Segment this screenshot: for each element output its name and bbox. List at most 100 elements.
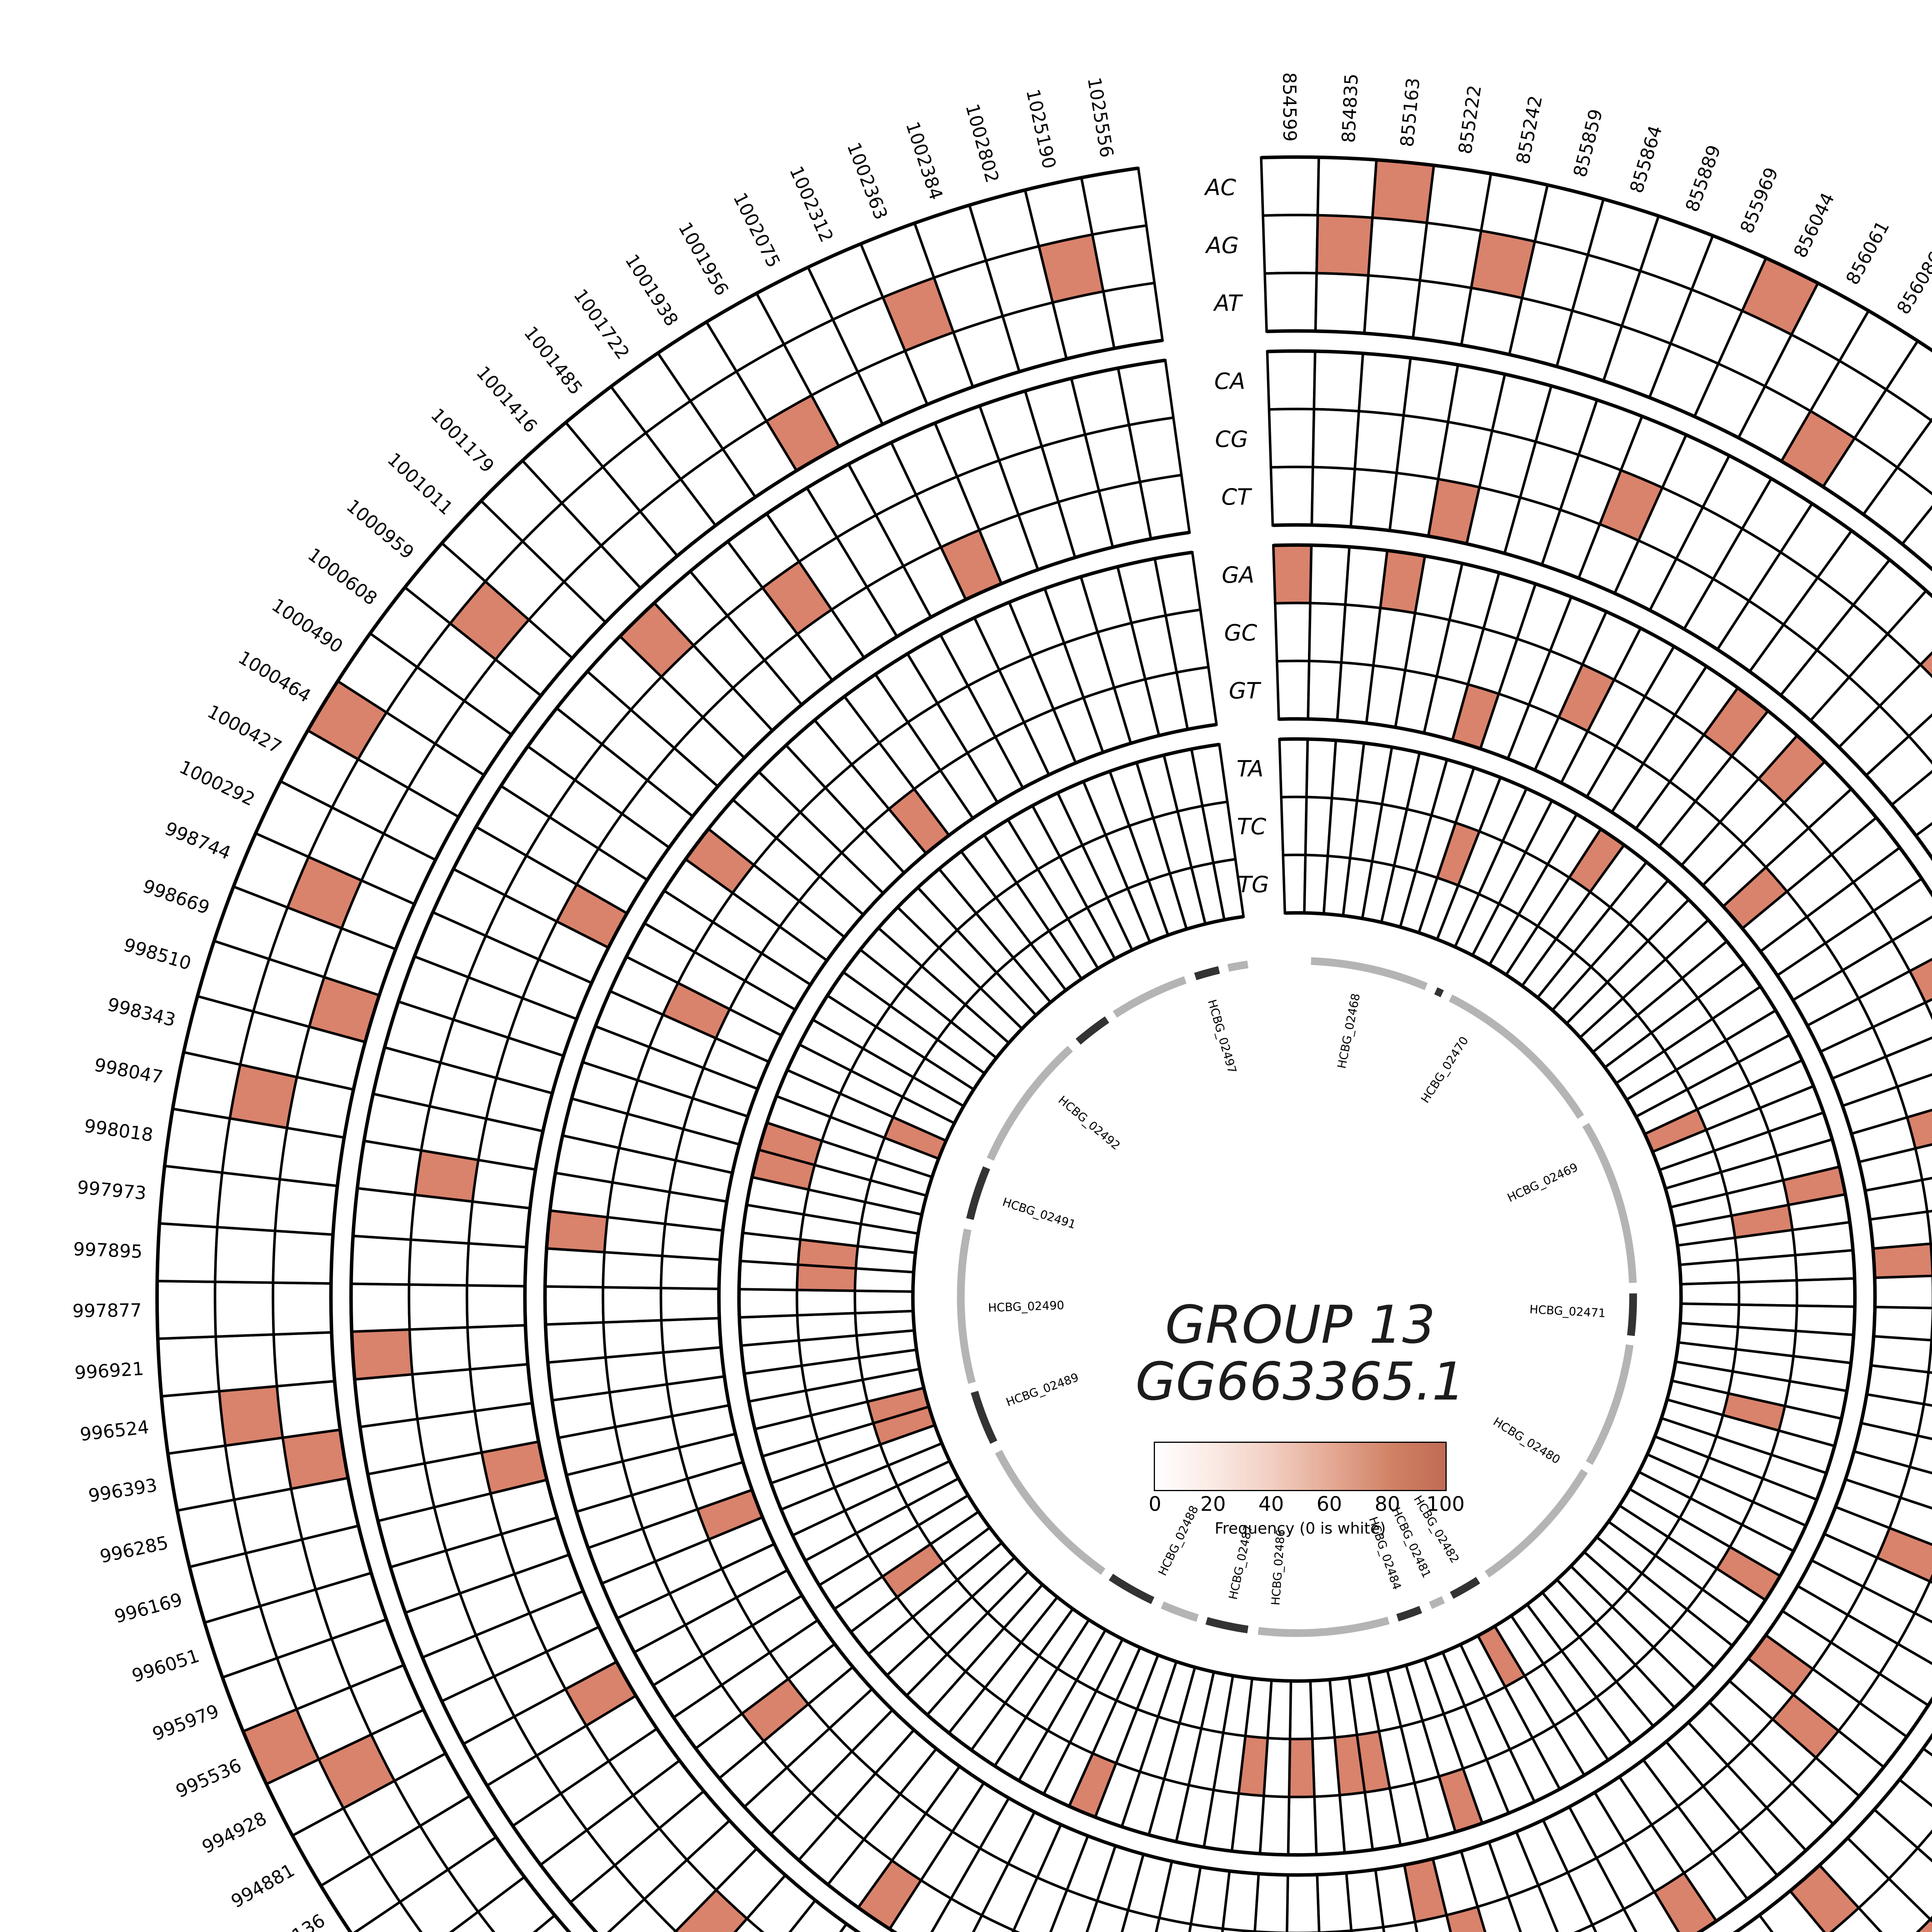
gene-arc [995, 1450, 1105, 1575]
gene-arc [1434, 987, 1444, 997]
heatmap-cell [604, 1351, 668, 1394]
legend-tick: 20 [1200, 1493, 1226, 1516]
gene-arc [1485, 1469, 1588, 1578]
position-label: 1025190 [1022, 87, 1060, 171]
heatmap-cell [214, 1226, 277, 1284]
heatmap-cell [602, 1286, 663, 1324]
heatmap-cell [274, 1178, 339, 1236]
heatmap-cell [272, 1331, 336, 1388]
ring-label: AG [1205, 232, 1239, 259]
position-label: 855242 [1512, 94, 1547, 166]
heatmap-cell [796, 1289, 857, 1317]
gene-arc [1450, 1577, 1480, 1599]
gene-label: HCBG_02486 [1269, 1529, 1288, 1606]
gene-arc [1627, 1293, 1637, 1336]
heatmap-cell [353, 1373, 419, 1429]
position-label: 1002075 [729, 189, 784, 271]
ring-group-border [717, 717, 1877, 1877]
position-label: 998343 [105, 994, 177, 1031]
heatmap-cell [1316, 1871, 1353, 1932]
heatmap-cell [1286, 1873, 1321, 1932]
heatmap-cell [1260, 156, 1320, 217]
gene-arc [1396, 1606, 1422, 1622]
heatmap-cell [796, 1312, 858, 1342]
heatmap-cell [1363, 274, 1422, 340]
position-label: 855859 [1570, 107, 1607, 179]
position-label: 998669 [140, 876, 212, 919]
position-label: 996524 [79, 1417, 150, 1446]
heatmap-cell [1353, 410, 1405, 474]
heatmap-cell [1868, 1210, 1932, 1250]
heatmap-cell [408, 1326, 472, 1376]
heatmap-cell [1309, 1678, 1336, 1740]
ring-group-border [911, 911, 1683, 1683]
heatmap-cell [408, 1283, 469, 1331]
heatmap-cell [660, 1254, 722, 1290]
heatmap-cell [1102, 281, 1164, 350]
heatmap-cell [660, 1287, 721, 1322]
heatmap-cell [276, 1379, 342, 1439]
gene-arc [1429, 1596, 1445, 1609]
gene-arc [1194, 966, 1220, 980]
position-label: 996285 [98, 1532, 170, 1568]
position-label: 1001485 [520, 322, 587, 399]
position-label: 994881 [228, 1860, 298, 1913]
position-label: 855163 [1396, 77, 1424, 148]
heatmap-cell [1282, 854, 1307, 915]
gene-arc [957, 1228, 976, 1384]
ring-label: CT [1221, 484, 1252, 510]
heatmap-cell [1267, 408, 1315, 469]
legend-tick: 100 [1426, 1493, 1465, 1516]
ring-label: GC [1224, 620, 1257, 646]
position-label: 998510 [121, 934, 194, 975]
legend-tick: 80 [1374, 1493, 1400, 1516]
heatmap-cell [1266, 350, 1316, 411]
heatmap-cell [359, 1417, 427, 1476]
heatmap-cell [1311, 408, 1361, 471]
position-label: 996169 [112, 1589, 185, 1628]
heatmap-cell [466, 1242, 528, 1287]
heatmap-cell [1425, 164, 1493, 233]
position-label: 994928 [199, 1808, 270, 1858]
position-label: 1002363 [843, 139, 892, 223]
ring-label: TG [1238, 871, 1269, 898]
heatmap-cell [272, 1281, 333, 1336]
position-label: 996921 [74, 1358, 145, 1384]
heatmap-cell [1116, 359, 1175, 427]
gene-arc [1075, 1016, 1109, 1045]
heatmap-cell [602, 1251, 664, 1289]
frequency-legend: 0 20 40 60 80 100 Frequency (0 is white) [875, 1442, 1725, 1537]
heatmap-cell [1289, 1679, 1314, 1740]
position-label: 997973 [76, 1177, 147, 1204]
heatmap-cell [156, 1222, 219, 1283]
position-label: 1000464 [235, 647, 315, 707]
heatmap-cell [1080, 167, 1148, 236]
heatmap-cell [156, 1335, 221, 1398]
heatmap-cell [1794, 1249, 1856, 1282]
gene-label: HCBG_02468 [1335, 992, 1363, 1070]
gene-label: HCBG_02469 [1505, 1160, 1580, 1205]
heatmap-cell [1263, 272, 1318, 333]
heatmap-cell [409, 1193, 474, 1245]
gene-label: HCBG_02491 [1001, 1196, 1077, 1232]
position-label: 1001179 [427, 404, 498, 477]
position-label: 1001938 [621, 250, 682, 330]
heatmap-cell [466, 1284, 527, 1329]
heatmap-cell [408, 1238, 470, 1287]
gene-arc [966, 1166, 990, 1220]
heatmap-cell [1278, 738, 1309, 799]
heatmap-cell [160, 1390, 227, 1455]
position-label: 1000292 [176, 757, 258, 811]
heatmap-cell [544, 1321, 607, 1364]
heatmap-cell [1280, 796, 1308, 857]
ring-label: TC [1237, 813, 1266, 840]
heatmap-cell [1371, 158, 1435, 224]
ring-group-border [329, 329, 1932, 1932]
position-label: 998018 [83, 1115, 154, 1146]
heatmap-cell [350, 1328, 414, 1381]
position-label: 1000959 [342, 495, 418, 564]
position-label: 993136 [259, 1910, 329, 1932]
plot-subtitle: GG663365.1 [1135, 1351, 1465, 1412]
heatmap-cell [350, 1235, 412, 1286]
